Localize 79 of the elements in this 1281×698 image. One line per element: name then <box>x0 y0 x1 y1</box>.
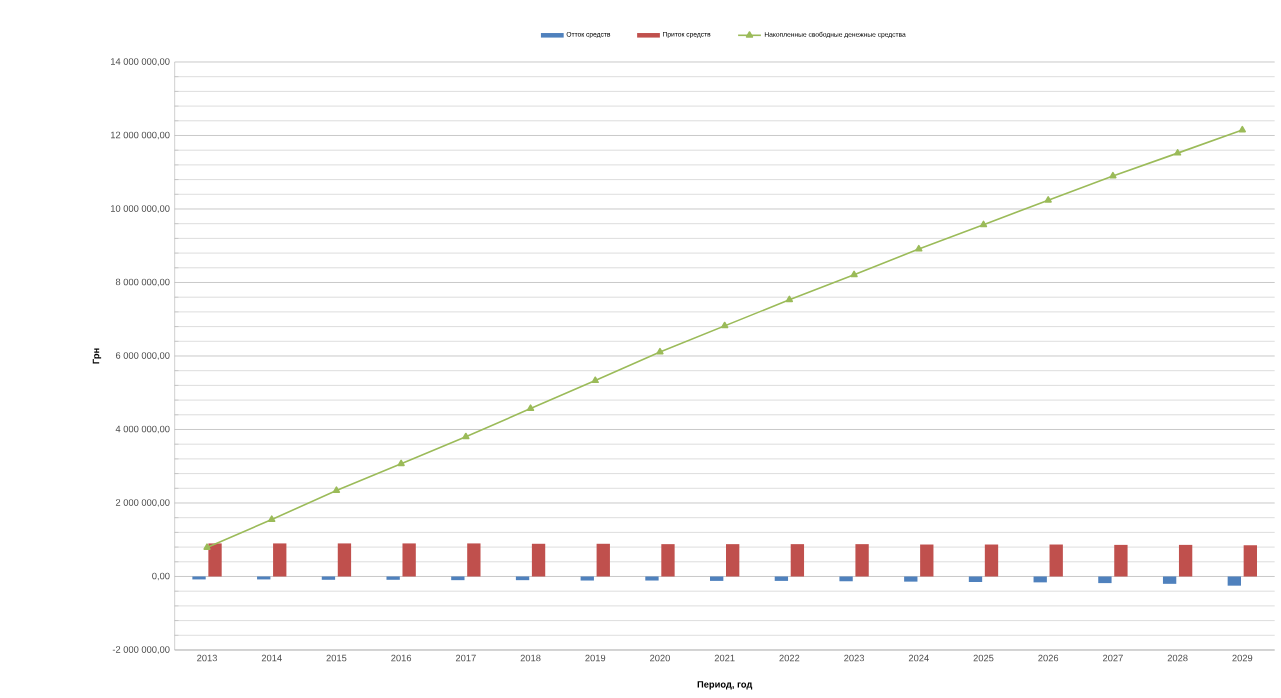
bar <box>984 544 999 577</box>
point <box>979 220 988 228</box>
bar <box>661 544 675 577</box>
y-tick-label: -2 000 000,00 <box>112 646 170 654</box>
x-tick-label: 2017 <box>455 654 476 662</box>
bar <box>904 576 918 582</box>
bar <box>839 576 853 582</box>
bar <box>321 576 336 580</box>
bar <box>467 543 481 577</box>
bar <box>1243 545 1257 577</box>
y-tick-label: 0,00 <box>152 572 170 581</box>
point <box>785 295 794 303</box>
point <box>850 270 858 278</box>
bar <box>337 543 352 577</box>
bar <box>531 543 546 577</box>
y-tick-label: 14 000 000,00 <box>110 58 170 66</box>
point <box>397 459 405 467</box>
x-tick-label: 2016 <box>391 654 412 662</box>
y-tick-label: 12 000 000,00 <box>110 131 170 140</box>
point <box>591 376 599 384</box>
x-tick-label: 2013 <box>197 654 217 662</box>
bar <box>710 576 724 581</box>
point <box>203 543 211 550</box>
point <box>1044 196 1052 203</box>
x-tick-label: 2019 <box>585 654 606 662</box>
x-tick-label: 2028 <box>1167 654 1188 662</box>
bar <box>386 576 400 580</box>
x-tick-label: 2029 <box>1232 654 1253 662</box>
bar <box>1227 576 1241 586</box>
y-tick-label: 4 000 000,00 <box>115 425 170 434</box>
bar <box>1178 544 1193 577</box>
bar <box>208 543 222 577</box>
x-tick-label: 2027 <box>1102 654 1123 662</box>
point <box>1173 149 1182 156</box>
x-tick-label: 2015 <box>326 654 347 662</box>
bar <box>1162 576 1177 584</box>
y-axis-title: Грн <box>92 348 102 364</box>
bar <box>790 544 805 577</box>
bar <box>451 576 465 581</box>
bar <box>257 576 271 580</box>
x-tick-label: 2024 <box>908 654 929 662</box>
bar <box>1098 576 1112 584</box>
point <box>1238 125 1247 133</box>
bar <box>515 576 530 581</box>
bar <box>726 544 740 577</box>
point <box>268 515 276 522</box>
point <box>915 244 923 252</box>
point <box>332 486 341 493</box>
bar <box>920 544 934 577</box>
x-tick-label: 2023 <box>844 654 865 662</box>
bar <box>1033 576 1047 583</box>
x-tick-label: 2014 <box>261 654 282 662</box>
point <box>720 321 729 329</box>
x-tick-label: 2025 <box>973 654 994 662</box>
point <box>1109 171 1117 179</box>
point <box>656 347 664 355</box>
y-tick-label: 10 000 000,00 <box>110 205 170 213</box>
y-tick-label: 2 000 000,00 <box>115 499 170 507</box>
bar <box>1114 544 1128 577</box>
point <box>462 432 470 440</box>
y-tick-label: 6 000 000,00 <box>115 352 170 360</box>
bar <box>273 543 287 577</box>
bar <box>855 544 869 577</box>
x-tick-label: 2020 <box>650 654 670 662</box>
bar <box>402 543 416 577</box>
x-tick-label: 2021 <box>714 654 735 662</box>
bar <box>596 543 610 577</box>
point <box>526 404 535 411</box>
bar <box>192 576 206 580</box>
bar <box>580 576 594 581</box>
bar <box>968 576 983 582</box>
bar <box>645 576 659 581</box>
bar <box>1049 544 1063 577</box>
x-tick-label: 2022 <box>779 654 800 662</box>
x-tick-label: 2026 <box>1038 654 1059 662</box>
x-axis-title: Период, год <box>697 681 753 690</box>
x-tick-label: 2018 <box>520 654 541 662</box>
y-tick-label: 8 000 000,00 <box>115 278 170 287</box>
bar <box>774 576 789 581</box>
